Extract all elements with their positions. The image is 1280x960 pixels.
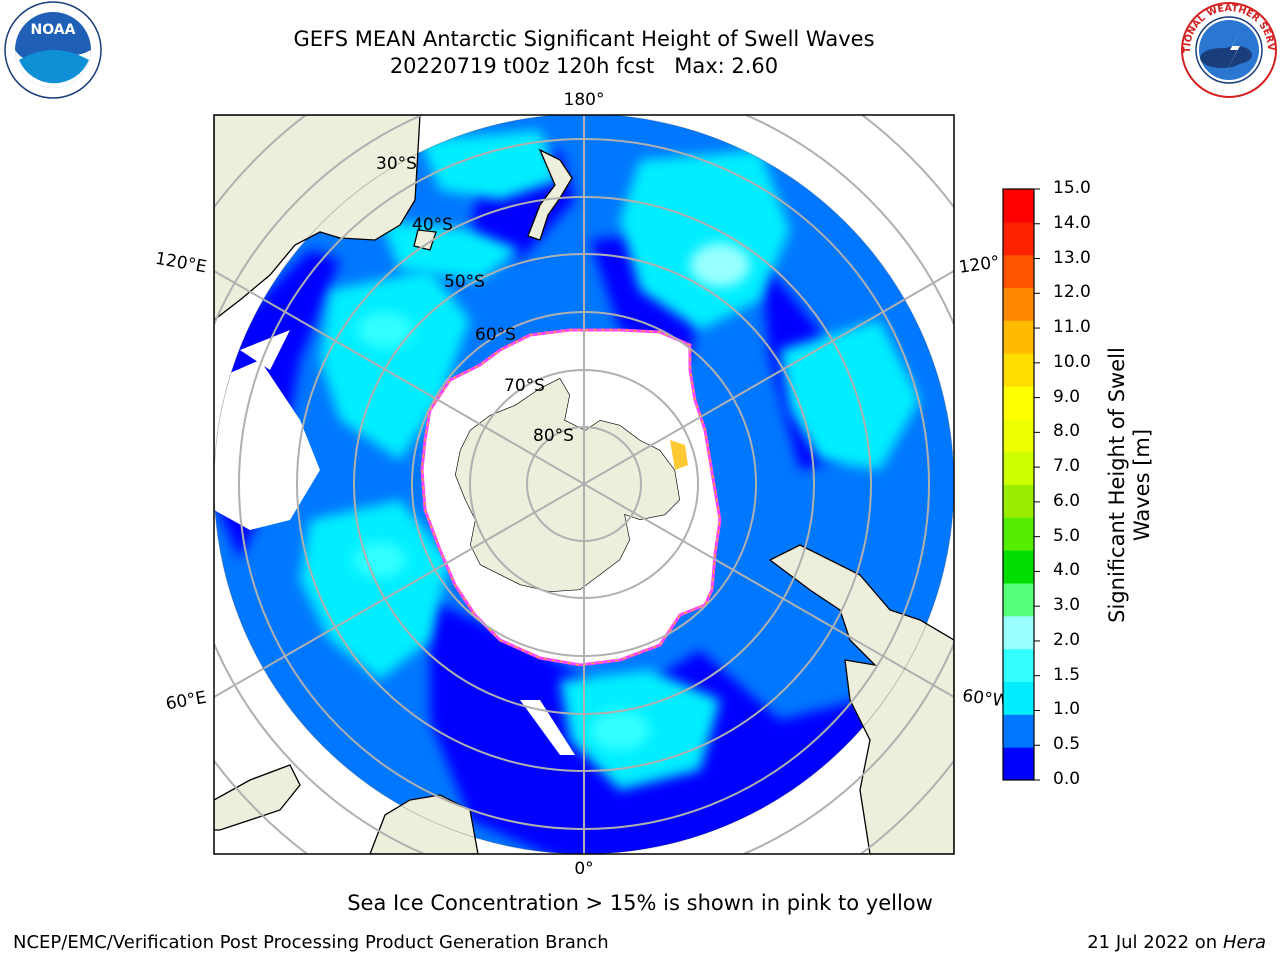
land-masses <box>214 115 954 854</box>
noaa-logo-text: NOAA <box>31 22 76 38</box>
lat-label-80s: 80°S <box>533 426 574 446</box>
colorbar-segment <box>1003 320 1034 354</box>
graticule <box>214 115 954 854</box>
sea-ice-caption: Sea Ice Concentration > 15% is shown in … <box>347 891 933 915</box>
footer-date: 21 Jul 2022 on Hera <box>1087 932 1266 953</box>
colorbar-frame <box>1002 188 1035 781</box>
colorbar-segment <box>1003 484 1034 518</box>
lon-label-top: 180° <box>564 90 605 110</box>
colorbar-segment <box>1003 451 1034 485</box>
colorbar-tick-label: 13.0 <box>1053 247 1091 268</box>
colorbar-tick-label: 2.0 <box>1053 629 1081 650</box>
colorbar-tick-label: 12.0 <box>1053 282 1091 303</box>
colorbar-tick-label: 14.0 <box>1053 212 1091 233</box>
lat-label-60s: 60°S <box>475 325 516 345</box>
lat-label-30s: 30°S <box>376 154 417 174</box>
map-title-line1: GEFS MEAN Antarctic Significant Height o… <box>293 27 875 51</box>
colorbar-tick-label: 6.0 <box>1053 490 1081 511</box>
colorbar-tick-label: 3.0 <box>1053 595 1081 616</box>
lat-label-40s: 40°S <box>412 215 453 235</box>
colorbar-label: Significant Height of Swell Waves [m] <box>1105 347 1154 623</box>
colorbar-segment <box>1003 615 1034 650</box>
colorbar-segment <box>1003 714 1034 748</box>
colorbar-segment <box>1003 353 1034 387</box>
colorbar-segment <box>1003 648 1034 682</box>
colorbar-segment <box>1003 681 1034 715</box>
map-title-line2: 20220719 t00z 120h fcst Max: 2.60 <box>389 54 779 78</box>
colorbar-segment <box>1003 386 1034 420</box>
colorbar-tick-label: 1.0 <box>1053 699 1081 720</box>
footer-producer: NCEP/EMC/Verification Post Processing Pr… <box>13 932 609 953</box>
footer-date-text: 21 Jul 2022 on <box>1087 932 1223 953</box>
colorbar-tick-label: 0.5 <box>1053 734 1081 755</box>
colorbar-segment <box>1003 287 1034 321</box>
colorbar-tick-label: 8.0 <box>1053 421 1081 442</box>
colorbar-segment <box>1003 550 1034 584</box>
colorbar-segment <box>1003 221 1034 256</box>
colorbar-tick-label: 10.0 <box>1053 351 1091 372</box>
colorbar-tick-label: 7.0 <box>1053 456 1081 477</box>
lat-label-50s: 50°S <box>444 272 485 292</box>
footer-host: Hera <box>1222 932 1266 953</box>
lon-label-upper-right: 120° <box>958 252 1001 278</box>
sea-ice <box>420 328 722 667</box>
colorbar-tick-label: 4.0 <box>1053 560 1081 581</box>
map-frame <box>213 114 955 855</box>
colorbar-segment <box>1003 517 1034 551</box>
lon-label-lower-left: 60°E <box>164 688 208 715</box>
colorbar-tick-label: 5.0 <box>1053 525 1081 546</box>
lat-label-70s: 70°S <box>504 376 545 396</box>
colorbar-tick-label: 1.5 <box>1053 664 1081 685</box>
colorbar-tick-label: 11.0 <box>1053 317 1091 338</box>
colorbar-tick-label: 0.0 <box>1053 769 1081 789</box>
colorbar-segment <box>1003 418 1034 453</box>
nws-logo: NATIONAL WEATHER SERVICE <box>1178 0 1277 98</box>
colorbar-segment <box>1003 583 1034 617</box>
noaa-logo: NOAA <box>4 1 102 99</box>
colorbar-segment <box>1003 189 1034 223</box>
colorbar-tick-label: 15.0 <box>1053 178 1091 198</box>
colorbar-segment <box>1003 747 1034 781</box>
lon-label-upper-left: 120°E <box>154 249 208 278</box>
colorbar <box>1002 188 1040 781</box>
lon-label-bottom: 0° <box>574 859 593 879</box>
colorbar-segment <box>1003 254 1034 288</box>
colorbar-tick-label: 9.0 <box>1053 386 1081 407</box>
